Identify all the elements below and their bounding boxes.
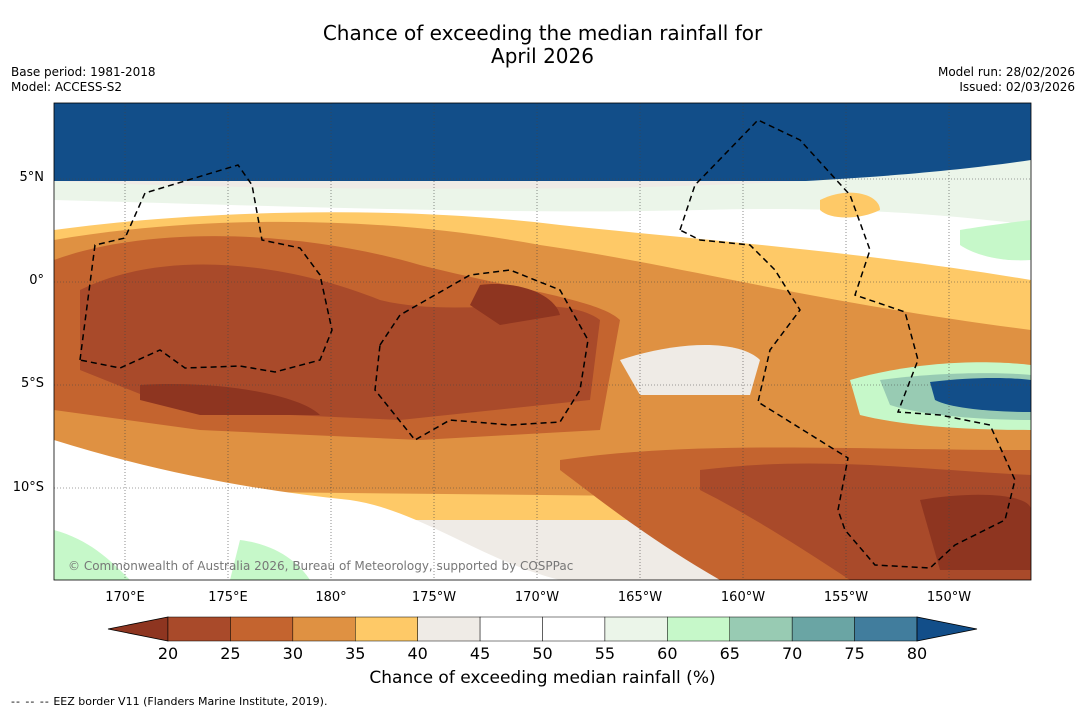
region-light-east: [620, 345, 760, 395]
colorbar-segment: [230, 616, 294, 642]
colorbar-tick-label: 65: [719, 644, 740, 663]
eez-kiribati-line: [679, 119, 1016, 569]
issued-date: Issued: 02/03/2026: [959, 80, 1075, 94]
model-name: Model: ACCESS-S2: [11, 80, 123, 94]
band-white-south: [54, 440, 560, 580]
colorbar-tick-label: 50: [532, 644, 553, 663]
base-period: Base period: 1981-2018: [11, 65, 156, 79]
region-green-ne: [960, 220, 1031, 261]
region-green-south: [230, 540, 310, 580]
lat-label-5s: 5°S: [20, 376, 44, 391]
lon-label-155w: 155°W: [823, 590, 869, 605]
colorbar-segment: [854, 616, 918, 642]
colorbar-tick-label: 30: [282, 644, 303, 663]
region-deep-brown-1: [140, 384, 320, 415]
lon-label-170e: 170°E: [105, 590, 145, 605]
eez-legend-dash: -- -- --: [11, 695, 50, 708]
colorbar-segment: [729, 616, 793, 642]
colorbar-segment: [667, 616, 730, 642]
title-line-2: April 2026: [491, 44, 594, 68]
meta-right: Model run: 28/02/2026 Issued: 02/03/2026: [938, 65, 1075, 95]
wet-band-north: [54, 103, 1031, 181]
lon-label-170w: 170°W: [514, 590, 560, 605]
colorbar-tick-label: 45: [469, 644, 491, 663]
colorbar-tick-label: 55: [594, 644, 616, 663]
lon-label-175w: 175°W: [411, 590, 457, 605]
colorbar-arrow-high: [916, 616, 978, 642]
region-deep-brown-2: [470, 284, 560, 325]
colorbar-tick-label: 20: [157, 644, 179, 663]
colorbar-tick-label: 80: [906, 644, 928, 663]
title-line-1: Chance of exceeding the median rainfall …: [322, 21, 763, 45]
region-brown-west: [80, 264, 600, 420]
lat-label-eq: 0°: [29, 273, 44, 288]
lon-label-150w: 150°W: [926, 590, 972, 605]
lon-label-165w: 165°W: [617, 590, 663, 605]
colorbar-tick-label: 40: [407, 644, 428, 663]
colorbar-segment: [292, 616, 356, 642]
eez-legend-text: EEZ border V11 (Flanders Marine Institut…: [53, 695, 328, 708]
model-run: Model run: 28/02/2026: [937, 65, 1075, 79]
lon-label-160w: 160°W: [720, 590, 766, 605]
attribution-text: © Commonwealth of Australia 2026, Bureau…: [68, 559, 573, 573]
colorbar-segment: [479, 616, 543, 642]
map-frame: [53, 102, 1032, 581]
colorbar-segment: [542, 616, 606, 642]
colorbar-tick-label: 25: [220, 644, 241, 663]
colorbar-arrow-low: [107, 616, 169, 642]
map-field: [54, 103, 1031, 580]
lat-label-10s: 10°S: [12, 480, 44, 495]
eez-kiribati-gilbert: [79, 164, 333, 373]
colorbar: [107, 616, 978, 642]
map-title: Chance of exceeding the median rainfall …: [0, 22, 1085, 68]
colorbar-tick-label: 70: [781, 644, 803, 663]
lon-label-180: 180°: [315, 590, 347, 605]
colorbar-tick-label: 35: [345, 644, 366, 663]
footnote: -- -- -- EEZ border V11 (Flanders Marine…: [11, 695, 327, 708]
colorbar-segment: [604, 616, 668, 642]
graticule: [54, 103, 1031, 580]
lon-label-175e: 175°E: [208, 590, 248, 605]
meta-left: Base period: 1981-2018 Model: ACCESS-S2: [11, 65, 156, 95]
colorbar-segment: [355, 616, 418, 642]
colorbar-segment: [167, 616, 231, 642]
colorbar-label: Chance of exceeding median rainfall (%): [369, 668, 716, 688]
region-blue-east: [930, 378, 1031, 412]
lat-label-5n: 5°N: [19, 170, 45, 185]
colorbar-tick-label: 60: [657, 644, 678, 663]
colorbar-segment: [417, 616, 481, 642]
colorbar-tick-label: 75: [844, 644, 865, 663]
colorbar-segment: [791, 616, 855, 642]
region-green-sw: [54, 530, 130, 580]
region-yellow-ne: [820, 192, 880, 218]
eez-borders: [79, 119, 1016, 569]
